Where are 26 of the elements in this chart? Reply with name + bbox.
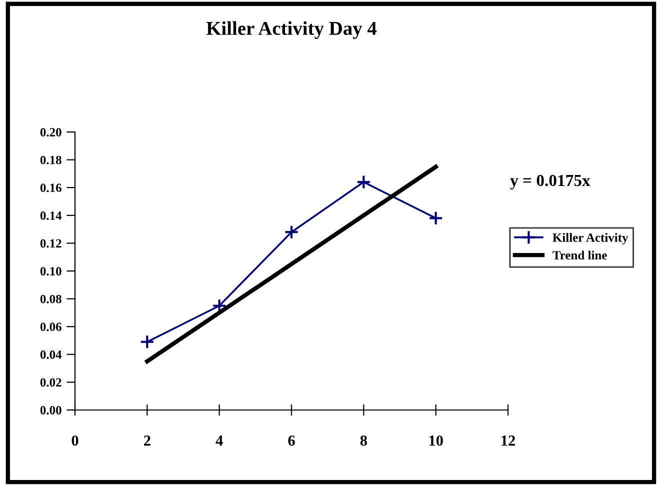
text: y = 0.0175x <box>510 174 590 190</box>
y-tick-label: 0.20 <box>40 128 62 137</box>
y-tick-label: 0.18 <box>40 156 62 164</box>
x-tick-label: 0 <box>72 435 78 446</box>
y-tick-label: 0.16 <box>40 184 62 192</box>
chart-title: Killer Activity Day 4 <box>206 21 377 39</box>
y-tick-label: 0.06 <box>40 322 62 332</box>
point <box>284 224 299 240</box>
y-tick-label: 0.12 <box>40 239 62 248</box>
y-tick-label: 0.14 <box>40 211 62 220</box>
x-tick-label: 12 <box>502 435 515 446</box>
y-tick-label: 0.00 <box>40 406 62 415</box>
legend-label: Killer Activity <box>552 233 628 244</box>
point <box>140 334 154 350</box>
y-tick-label: 0.04 <box>40 350 62 359</box>
y-tick-label: 0.08 <box>40 294 62 304</box>
x-tick-label: 4 <box>216 436 223 446</box>
point <box>428 210 444 226</box>
x-tick-label: 6 <box>288 435 295 446</box>
x-tick-label: 8 <box>360 435 367 446</box>
x-tick-label: 10 <box>429 435 443 446</box>
x-tick-label: 2 <box>144 435 150 446</box>
legend-label: Trend line <box>552 250 607 260</box>
y-tick-label: 0.10 <box>40 267 62 276</box>
point <box>356 174 371 190</box>
y-tick-label: 0.02 <box>40 378 62 387</box>
